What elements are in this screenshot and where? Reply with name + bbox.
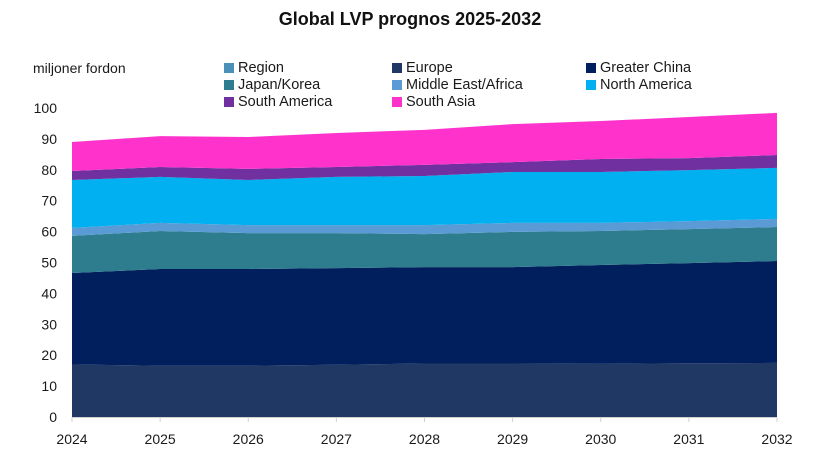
legend-item-japan-korea: Japan/Korea [224,77,320,93]
y-tick-label: 60 [41,224,57,240]
x-tick-label: 2024 [56,431,87,447]
legend-item-south-asia: South Asia [392,94,475,110]
legend-item-north-america: North America [586,77,692,93]
y-tick-label: 20 [41,347,57,363]
y-tick-label: 50 [41,255,57,271]
area-south-america [72,155,777,180]
x-tick-label: 2028 [409,431,440,447]
legend-label: Europe [406,60,453,76]
y-axis-unit-label: miljoner fordon [33,60,126,76]
x-tick-label: 2029 [497,431,528,447]
legend-item-europe: Europe [392,60,453,76]
legend-swatch [224,97,234,107]
legend-label: Region [238,60,284,76]
y-tick-label: 90 [41,131,57,147]
legend-label: South America [238,94,333,110]
area-layers [72,112,777,417]
y-tick-label: 10 [41,378,57,394]
area-japan-korea [72,227,777,273]
x-tick-label: 2026 [233,431,264,447]
legend-swatch [392,80,402,90]
area-greater-china [72,261,777,366]
area-south-asia [72,112,777,171]
y-tick-label: 0 [49,409,57,425]
legend-label: Japan/Korea [238,77,321,93]
area-europe [72,362,777,417]
y-tick-label: 70 [41,193,57,209]
x-tick-label: 2025 [145,431,176,447]
legend-item-region: Region [224,60,284,76]
x-tick-label: 2032 [761,431,792,447]
chart-title: Global LVP prognos 2025-2032 [278,9,542,29]
legend-item-south-america: South America [224,94,332,110]
area-north-america [72,167,777,228]
x-tick-label: 2030 [585,431,616,447]
legend-item-middle-east-africa: Middle East/Africa [392,77,523,93]
legend-swatch [392,97,402,107]
legend-label: Middle East/Africa [406,77,523,93]
legend-item-greater-china: Greater China [586,60,691,76]
y-tick-label: 40 [41,285,57,301]
y-tick-label: 30 [41,316,57,332]
x-tick-label: 2031 [673,431,704,447]
axes: 2024 2025 2026 2027 2028 2029 2030 2031 20320102… [34,100,793,447]
legend-swatch [224,63,234,73]
legend-label: North America [600,77,692,93]
y-tick-label: 100 [34,100,58,116]
legend-swatch [586,63,596,73]
legend-swatch [224,80,234,90]
area-middle-east-africa [72,218,777,236]
legend-swatch [586,80,596,90]
legend-label: South Asia [406,94,476,110]
legend-swatch [392,63,402,73]
y-tick-label: 80 [41,162,57,178]
legend-label: Greater China [600,60,692,76]
x-tick-label: 2027 [321,431,352,447]
